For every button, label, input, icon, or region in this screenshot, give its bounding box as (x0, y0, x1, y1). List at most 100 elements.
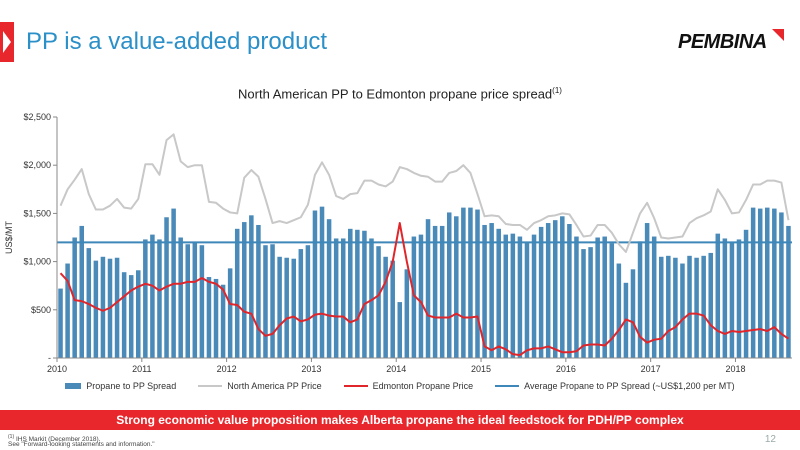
spread-bar (284, 257, 289, 358)
spread-bar (524, 242, 530, 358)
spread-bar (383, 256, 388, 358)
spread-bar (786, 225, 791, 358)
x-tick-label: 2013 (301, 364, 321, 374)
spread-bar (581, 249, 586, 358)
x-tick-label: 2011 (132, 364, 151, 374)
spread-bar (630, 269, 636, 358)
spread-bar (213, 278, 219, 358)
legend-swatch-line (343, 385, 368, 387)
spread-bar (114, 257, 120, 358)
legend-swatch-line (495, 385, 520, 387)
spread-bar (503, 234, 509, 358)
spread-bar (404, 269, 410, 358)
spread-bar (143, 239, 148, 358)
spread-bar (362, 230, 367, 358)
spread-bar (242, 222, 247, 358)
spread-bar (65, 263, 70, 358)
spread-bar (658, 256, 664, 358)
legend-item-spread: Propane to PP Spread (65, 381, 176, 391)
logo-text: PEMBINA (678, 31, 767, 53)
x-tick-label: 2018 (725, 364, 745, 374)
x-tick-label: 2015 (471, 364, 491, 374)
spread-bar (355, 229, 360, 358)
spread-bar (510, 233, 516, 358)
spread-bar (319, 206, 325, 358)
spread-bar (312, 210, 318, 358)
spread-bar (517, 236, 523, 358)
spread-bar (199, 245, 205, 358)
spread-bar (722, 238, 728, 358)
spread-bar (461, 207, 466, 358)
spread-bar (446, 212, 452, 358)
spread-bar (680, 263, 685, 358)
spread-bar (560, 216, 565, 358)
spread-bar (121, 272, 127, 358)
spread-bar (270, 244, 275, 358)
spread-bar (715, 233, 721, 358)
footnote-forward-looking: See "Forward-looking statements and info… (8, 441, 155, 448)
spread-bar (79, 225, 84, 358)
spread-bar (475, 209, 480, 358)
y-tick-label: $2,000 (23, 160, 51, 170)
spread-bar (708, 252, 713, 358)
chart-title-footnote-marker: (1) (552, 86, 562, 95)
x-tick-label: 2010 (47, 364, 67, 374)
chart-title-text: North American PP to Edmonton propane pr… (238, 86, 553, 102)
spread-bar (150, 234, 155, 358)
north-america-pp-price-line (59, 133, 790, 253)
x-tick-label: 2016 (556, 364, 576, 374)
y-tick-label: $2,500 (23, 112, 51, 122)
spread-bar (93, 260, 99, 358)
spread-bar (779, 212, 784, 358)
spread-bar (178, 237, 183, 358)
spread-bar (234, 228, 240, 358)
footnote-source: (1) IHS Markit (December 2018). (8, 433, 100, 444)
y-tick-label: $500 (31, 305, 51, 315)
spread-bar (743, 229, 749, 358)
spread-bar (772, 208, 777, 358)
spread-bar (348, 228, 353, 358)
spread-bar (757, 208, 763, 358)
spread-bar (397, 302, 403, 358)
spread-bar (298, 249, 304, 358)
spread-bar (206, 277, 212, 358)
footnote-source-text: IHS Markit (December 2018). (15, 436, 101, 444)
footnote-marker: (1) (8, 434, 15, 440)
spread-bar (305, 245, 311, 358)
x-tick-label: 2012 (217, 364, 237, 374)
spread-bar (454, 216, 459, 358)
x-tick-label: 2014 (386, 364, 406, 374)
chart-legend: Propane to PP Spread North America PP Pr… (0, 381, 800, 391)
spread-bar (673, 257, 678, 358)
spread-bar (376, 246, 381, 358)
spread-bar (340, 238, 346, 358)
spread-bar (227, 268, 233, 358)
spread-bar (616, 263, 622, 358)
spread-bar (157, 239, 162, 358)
spread-bar (567, 224, 572, 358)
legend-swatch-bar (65, 383, 82, 389)
spread-bar (538, 226, 544, 358)
spread-bar (750, 207, 756, 358)
spread-bar (425, 219, 431, 358)
spread-bar (489, 223, 494, 358)
pembina-logo: PEMBINA (678, 29, 784, 53)
spread-bar (418, 234, 424, 358)
spread-bar (100, 256, 106, 358)
spread-bar (602, 236, 607, 358)
spread-bar (729, 242, 735, 358)
spread-bar (609, 243, 615, 358)
spread-bar (220, 284, 226, 358)
spread-bar (277, 256, 282, 358)
spread-bar (439, 225, 445, 358)
key-message-banner: Strong economic value proposition makes … (0, 410, 800, 430)
legend-label: Edmonton Propane Price (372, 381, 474, 391)
spread-bar (687, 255, 692, 358)
spread-bar (765, 207, 770, 358)
spread-bar (249, 215, 254, 358)
spread-bar (468, 207, 473, 358)
spread-bar (58, 288, 63, 358)
legend-label: North America PP Price (227, 381, 322, 391)
spread-bar (432, 225, 438, 358)
spread-bar (651, 236, 657, 358)
